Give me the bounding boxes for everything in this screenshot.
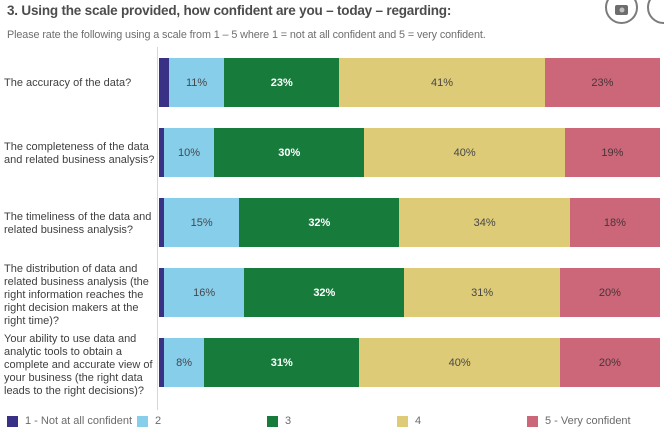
segment-value-label: 41%	[431, 76, 454, 89]
segment-value-label: 31%	[471, 286, 494, 299]
legend-item[interactable]: 3	[267, 415, 291, 427]
bar-segment-2[interactable]: 10%	[164, 128, 215, 177]
row-label: The distribution of data and related bus…	[4, 262, 149, 327]
legend-item[interactable]: 4	[397, 415, 421, 427]
segment-value-label: 18%	[603, 216, 626, 229]
chart-row: The timeliness of the data and related b…	[0, 198, 664, 247]
stacked-bar: 8% 31% 40% 20%	[159, 338, 661, 387]
legend-swatch-icon	[137, 415, 148, 427]
bar-segment-3[interactable]: 23%	[224, 58, 340, 107]
chart-row: Your ability to use data and analytic to…	[0, 333, 664, 397]
legend-label: 4	[415, 415, 422, 427]
bar-segment-1[interactable]	[159, 338, 165, 387]
bar-segment-3[interactable]: 32%	[244, 268, 405, 317]
legend-label: 5 - Very confident	[545, 415, 631, 427]
camera-lens-icon	[619, 7, 624, 13]
bar-segment-5[interactable]: 20%	[559, 268, 660, 317]
chart-title: 3. Using the scale provided, how confide…	[7, 3, 452, 18]
bar-segment-1[interactable]	[159, 128, 165, 177]
y-axis-line	[157, 47, 158, 410]
row-label: The accuracy of the data?	[4, 76, 132, 89]
legend-item[interactable]: 1 - Not at all confident	[7, 415, 132, 427]
bar-segment-4[interactable]: 40%	[364, 128, 565, 177]
segment-value-label: 30%	[278, 146, 301, 159]
chart-row: The accuracy of the data? 11% 23% 41% 23%	[0, 58, 664, 107]
bar-segment-5[interactable]: 20%	[559, 338, 661, 387]
segment-value-label: 23%	[591, 76, 614, 89]
bar-segment-2[interactable]: 11%	[169, 58, 225, 107]
legend-item[interactable]: 2	[137, 415, 161, 427]
bar-segment-4[interactable]: 31%	[404, 268, 560, 317]
legend-swatch-icon	[267, 415, 278, 427]
legend-label: 1 - Not at all confident	[25, 415, 133, 427]
bar-segment-2[interactable]: 16%	[164, 268, 245, 317]
segment-value-label: 15%	[190, 216, 213, 229]
segment-value-label: 31%	[270, 356, 293, 369]
legend-label: 3	[285, 415, 292, 427]
bar-segment-5[interactable]: 23%	[544, 58, 660, 107]
legend-swatch-icon	[7, 415, 18, 427]
bar-segment-2[interactable]: 8%	[164, 338, 205, 387]
segment-value-label: 8%	[176, 356, 192, 369]
segment-value-label: 10%	[178, 146, 201, 159]
segment-value-label: 20%	[598, 356, 621, 369]
legend-swatch-icon	[397, 415, 408, 427]
bar-segment-3[interactable]: 32%	[239, 198, 400, 247]
stacked-bar: 10% 30% 40% 19%	[159, 128, 660, 177]
segment-value-label: 20%	[598, 286, 621, 299]
row-label: The completeness of the data and related…	[4, 140, 155, 166]
bar-segment-2[interactable]: 15%	[164, 198, 240, 247]
bar-segment-4[interactable]: 34%	[399, 198, 570, 247]
bar-segment-4[interactable]: 41%	[339, 58, 545, 107]
segment-value-label: 40%	[448, 356, 471, 369]
segment-value-label: 34%	[473, 216, 496, 229]
chart-subtitle: Please rate the following using a scale …	[7, 29, 486, 41]
snapshot-button[interactable]	[605, 0, 638, 24]
bar-segment-1[interactable]	[159, 58, 170, 107]
stacked-bar: 15% 32% 34% 18%	[159, 198, 661, 247]
bar-segment-3[interactable]: 31%	[204, 338, 360, 387]
legend-label: 2	[155, 415, 162, 427]
row-label: The timeliness of the data and related b…	[4, 210, 152, 236]
stacked-bar: 16% 32% 31% 20%	[159, 268, 660, 317]
row-label: Your ability to use data and analytic to…	[4, 332, 153, 397]
stacked-bar: 11% 23% 41% 23%	[159, 58, 660, 107]
bar-segment-3[interactable]: 30%	[214, 128, 365, 177]
segment-value-label: 19%	[601, 146, 624, 159]
bar-segment-5[interactable]: 19%	[564, 128, 660, 177]
legend: 1 - Not at all confident 2 3 4 5 - Very conf…	[7, 414, 662, 430]
segment-value-label: 11%	[185, 76, 208, 89]
bar-segment-1[interactable]	[159, 198, 165, 247]
bar-segment-1[interactable]	[159, 268, 165, 317]
expand-button[interactable]	[647, 0, 664, 24]
bar-segment-5[interactable]: 18%	[569, 198, 661, 247]
segment-value-label: 32%	[308, 216, 331, 229]
chart-row: The distribution of data and related bus…	[0, 263, 664, 327]
segment-value-label: 23%	[270, 76, 293, 89]
segment-value-label: 32%	[313, 286, 336, 299]
legend-swatch-icon	[527, 415, 538, 427]
camera-icon	[615, 5, 628, 15]
chart-row: The completeness of the data and related…	[0, 128, 664, 177]
segment-value-label: 40%	[453, 146, 476, 159]
segment-value-label: 16%	[193, 286, 216, 299]
bar-segment-4[interactable]: 40%	[359, 338, 560, 387]
legend-item[interactable]: 5 - Very confident	[527, 415, 631, 427]
